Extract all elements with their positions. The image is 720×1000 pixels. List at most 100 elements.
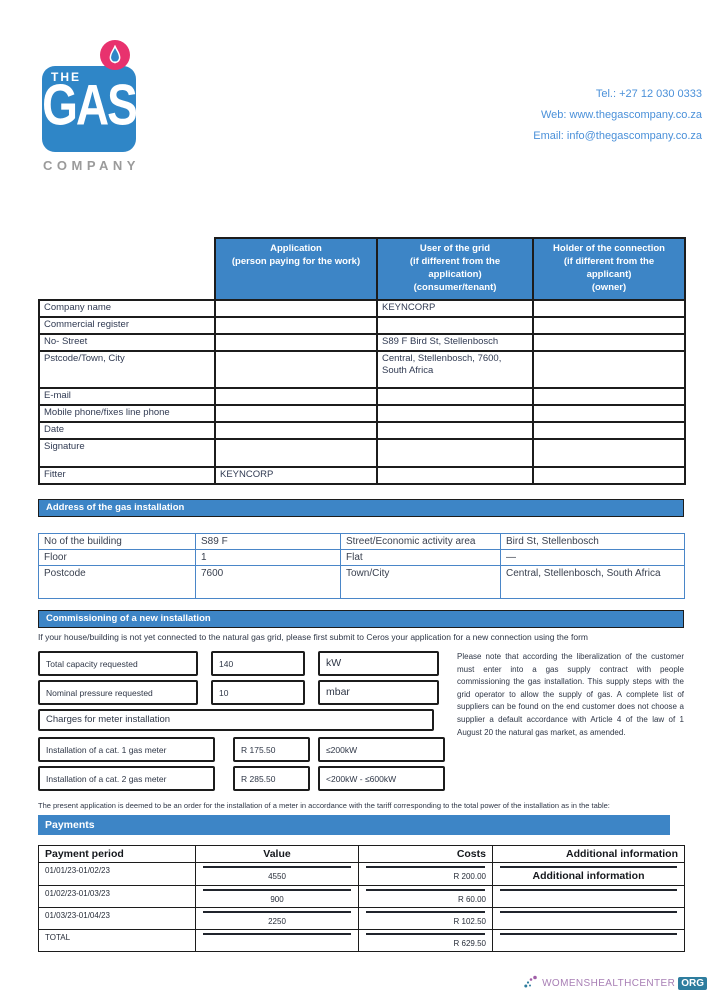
commissioning-intro: If your house/building is not yet connec… bbox=[38, 632, 588, 642]
cell-value[interactable]: 1 bbox=[195, 549, 341, 566]
cell-holder[interactable] bbox=[532, 350, 686, 389]
cell-application[interactable] bbox=[214, 404, 378, 423]
cell-user[interactable]: KEYNCORP bbox=[376, 299, 534, 318]
cell-value[interactable]: 7600 bbox=[195, 565, 341, 599]
row-label: Date bbox=[38, 421, 216, 440]
table-row: 01/01/23-01/02/23 4550 R 200.00 Addition… bbox=[38, 862, 685, 886]
cell-user[interactable]: Central, Stellenbosch, 7600, South Afric… bbox=[376, 350, 534, 389]
cell-period: 01/03/23-01/04/23 bbox=[38, 907, 196, 930]
header-payment-period: Payment period bbox=[38, 845, 196, 863]
watermark: WOMENSHEALTHCENTER ORG bbox=[524, 975, 707, 991]
row-label: No of the building bbox=[38, 533, 196, 550]
cell-holder[interactable] bbox=[532, 438, 686, 468]
cat1-price: R 175.50 bbox=[233, 737, 310, 762]
row-label: Street/Economic activity area bbox=[340, 533, 501, 550]
header-value: Value bbox=[195, 845, 359, 863]
table-row: E-mail bbox=[38, 387, 686, 406]
cell-holder[interactable] bbox=[532, 466, 686, 485]
cell-user[interactable] bbox=[376, 316, 534, 335]
capacity-unit: kW bbox=[318, 651, 439, 676]
cell-value bbox=[195, 929, 359, 952]
contact-tel: Tel.: +27 12 030 0333 bbox=[595, 88, 702, 100]
cell-application[interactable] bbox=[214, 316, 378, 335]
table-row: Signature bbox=[38, 438, 686, 468]
charge-row-cat1: Installation of a cat. 1 gas meter R 175… bbox=[38, 737, 448, 762]
row-label: No- Street bbox=[38, 333, 216, 352]
cell-user[interactable]: S89 F Bird St, Stellenbosch bbox=[376, 333, 534, 352]
cat2-label: Installation of a cat. 2 gas meter bbox=[38, 766, 215, 791]
applicant-table: Application (person paying for the work)… bbox=[38, 237, 686, 485]
header-application: Application (person paying for the work) bbox=[214, 237, 378, 301]
field-row-capacity: Total capacity requested 140 kW bbox=[38, 651, 448, 676]
cell-value[interactable]: — bbox=[500, 549, 685, 566]
capacity-input[interactable]: 140 bbox=[211, 651, 305, 676]
cell-info bbox=[492, 907, 685, 930]
cell-application[interactable] bbox=[214, 387, 378, 406]
cell-value[interactable]: Central, Stellenbosch, South Africa bbox=[500, 565, 685, 599]
logo-the: THE bbox=[51, 70, 81, 84]
header-holder: Holder of the connection (if different f… bbox=[532, 237, 686, 301]
cell-holder[interactable] bbox=[532, 316, 686, 335]
cell-user[interactable] bbox=[376, 421, 534, 440]
table-row: 01/03/23-01/04/23 2250 R 102.50 bbox=[38, 907, 685, 930]
cell-application[interactable]: KEYNCORP bbox=[214, 466, 378, 485]
cell-application[interactable] bbox=[214, 421, 378, 440]
contact-web: Web: www.thegascompany.co.za bbox=[540, 109, 702, 121]
cell-value[interactable]: S89 F bbox=[195, 533, 341, 550]
row-label: Postcode bbox=[38, 565, 196, 599]
table-row: TOTAL R 629.50 bbox=[38, 929, 685, 952]
payments-table: Payment period Value Costs Additional in… bbox=[38, 845, 685, 952]
watermark-badge: ORG bbox=[678, 976, 707, 990]
cell-application[interactable] bbox=[214, 350, 378, 389]
table-row: Floor 1 Flat — bbox=[38, 549, 685, 566]
flame-icon bbox=[100, 40, 130, 70]
blank-header-cell bbox=[39, 238, 215, 300]
cell-costs: R 629.50 bbox=[358, 929, 493, 952]
contact-email: Email: info@thegascompany.co.za bbox=[533, 130, 702, 142]
cell-user[interactable] bbox=[376, 466, 534, 485]
header-user-of-grid: User of the grid (if different from the … bbox=[376, 237, 534, 301]
capacity-label: Total capacity requested bbox=[38, 651, 198, 676]
header-costs: Costs bbox=[358, 845, 493, 863]
table-row: Company name KEYNCORP bbox=[38, 299, 686, 318]
cell-value: 900 bbox=[195, 885, 359, 908]
cell-holder[interactable] bbox=[532, 387, 686, 406]
cell-costs: R 60.00 bbox=[358, 885, 493, 908]
contact-block: Tel.: +27 12 030 0333 Web: www.thegascom… bbox=[533, 84, 702, 147]
cell-value: 2250 bbox=[195, 907, 359, 930]
cell-application[interactable] bbox=[214, 333, 378, 352]
cell-value[interactable]: Bird St, Stellenbosch bbox=[500, 533, 685, 550]
cell-holder[interactable] bbox=[532, 404, 686, 423]
cat2-range: <200kW - ≤600kW bbox=[318, 766, 445, 791]
sparkle-icon bbox=[524, 975, 537, 988]
cell-user[interactable] bbox=[376, 438, 534, 468]
cell-period: 01/01/23-01/02/23 bbox=[38, 862, 196, 886]
supplier-note: Please note that according the liberaliz… bbox=[457, 652, 684, 737]
pressure-label: Nominal pressure requested bbox=[38, 680, 198, 705]
cat1-label: Installation of a cat. 1 gas meter bbox=[38, 737, 215, 762]
cell-user[interactable] bbox=[376, 387, 534, 406]
cell-user[interactable] bbox=[376, 404, 534, 423]
row-label: Flat bbox=[340, 549, 501, 566]
pressure-unit: mbar bbox=[318, 680, 439, 705]
row-label: Company name bbox=[38, 299, 216, 318]
cell-period: TOTAL bbox=[38, 929, 196, 952]
table-row: Pstcode/Town, City Central, Stellenbosch… bbox=[38, 350, 686, 389]
table-row: Commercial register bbox=[38, 316, 686, 335]
address-table: No of the building S89 F Street/Economic… bbox=[38, 533, 685, 599]
cell-application[interactable] bbox=[214, 438, 378, 468]
header-additional-info: Additional information bbox=[492, 845, 685, 863]
row-label: Signature bbox=[38, 438, 216, 468]
pressure-input[interactable]: 10 bbox=[211, 680, 305, 705]
section-bar-payments: Payments bbox=[38, 815, 670, 835]
cell-holder[interactable] bbox=[532, 421, 686, 440]
cell-application[interactable] bbox=[214, 299, 378, 318]
table-row: Postcode 7600 Town/City Central, Stellen… bbox=[38, 565, 685, 599]
cell-holder[interactable] bbox=[532, 333, 686, 352]
cell-costs: R 102.50 bbox=[358, 907, 493, 930]
logo-company-text: COMPANY bbox=[43, 158, 140, 173]
cell-holder[interactable] bbox=[532, 299, 686, 318]
cell-info: Additional information bbox=[492, 862, 685, 886]
cell-costs: R 200.00 bbox=[358, 862, 493, 886]
row-label: Pstcode/Town, City bbox=[38, 350, 216, 389]
